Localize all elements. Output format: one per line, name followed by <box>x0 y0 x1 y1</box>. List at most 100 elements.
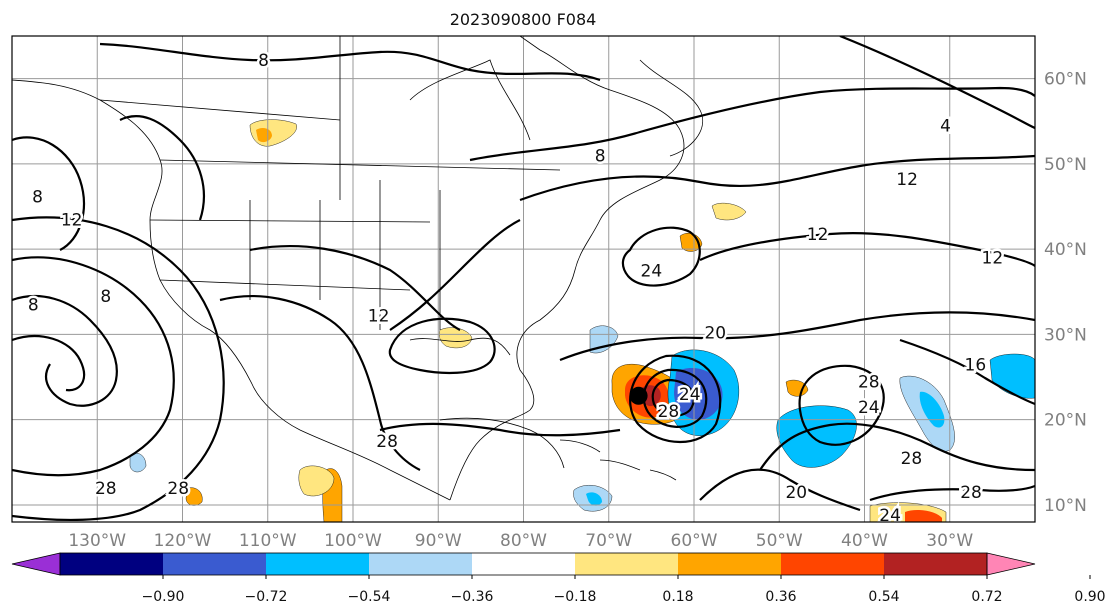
contour-label: 28 <box>95 479 117 499</box>
contour-label: 28 <box>376 432 398 452</box>
sargasso-blue-patch <box>589 325 619 354</box>
longitude-ticks: 130°W 120°W 110°W 100°W 90°W 80°W 70°W 60°W 50°W… <box>68 531 973 551</box>
lon-tick-label: 50°W <box>756 531 803 551</box>
contour-28-caribbean <box>379 422 621 437</box>
lon-tick-label: 90°W <box>415 531 462 551</box>
contour-label: 8 <box>100 287 111 307</box>
lon-tick-label: 80°W <box>500 531 547 551</box>
storm-blue-inner <box>674 368 723 420</box>
lat-tick-label: 40°N <box>1044 240 1087 260</box>
colorbar-segment <box>369 553 472 575</box>
east-blue-core <box>919 391 945 428</box>
contour-label: 12 <box>982 249 1004 269</box>
colorbar-outline <box>59 552 988 576</box>
contour-label: 28 <box>960 483 982 503</box>
bottom-yellow-patch <box>298 465 335 497</box>
colorbar-segment <box>781 553 884 575</box>
colorbar-segment <box>884 553 987 575</box>
contour-28-east-loop <box>798 364 885 446</box>
map-frame <box>11 35 1036 523</box>
storm-ring-1 <box>651 378 695 417</box>
contour-label: 24 <box>641 261 663 281</box>
colorbar-tick-label: 0.36 <box>765 589 796 605</box>
contour-label: 28 <box>167 479 189 499</box>
colorbar-tick-label: 0.90 <box>1074 589 1105 605</box>
colorbar-tick-label: −0.72 <box>245 589 288 605</box>
colorbar-segment <box>60 553 163 575</box>
contour-label: 8 <box>32 187 43 207</box>
west-yellow-south <box>185 487 203 506</box>
contour-24-east <box>759 422 1035 472</box>
lat-tick-label: 60°N <box>1044 70 1087 90</box>
contour-16 <box>899 338 1035 406</box>
colorbar-segment <box>472 553 575 575</box>
lat-tick-label: 30°N <box>1044 325 1087 345</box>
colorbar-tick-label: −0.36 <box>451 589 494 605</box>
contour-28-southeast <box>869 484 1035 502</box>
contour-west-pacific-4 <box>12 216 225 522</box>
colorbar-segment <box>163 553 266 575</box>
atlantic-yellow-patch <box>711 202 747 221</box>
storm-ring-3 <box>629 354 722 443</box>
contour-label: 8 <box>258 51 269 71</box>
contour-rockies-trough-2 <box>249 245 461 331</box>
lon-tick-label: 70°W <box>585 531 632 551</box>
contour-20-south <box>699 468 861 512</box>
geopotential-contours <box>12 36 1035 522</box>
contour-20 <box>559 311 1035 362</box>
lon-tick-label: 30°W <box>926 531 973 551</box>
colorbar-tick-label: −0.90 <box>142 589 185 605</box>
contour-label: 24 <box>679 385 701 405</box>
colorbar-segment <box>575 553 678 575</box>
map-title: 2023090800 F084 <box>450 10 597 29</box>
contour-rockies-trough-1 <box>219 294 421 471</box>
lon-tick-label: 110°W <box>239 531 297 551</box>
colorbar-extend-high <box>986 552 1036 576</box>
contour-label: 28 <box>858 372 880 392</box>
contour-west-north-1 <box>12 136 85 251</box>
lon-tick-label: 120°W <box>154 531 212 551</box>
contour-8-north-cont <box>469 86 1035 162</box>
caribbean-blue-core <box>586 492 602 506</box>
contour-west-north-2 <box>119 115 205 221</box>
east-blue-patch <box>776 405 857 468</box>
colorbar-tick-label: −0.18 <box>554 589 597 605</box>
contour-west-pacific-3 <box>12 256 175 477</box>
bottom-right-red <box>905 510 942 522</box>
storm-center-marker <box>629 386 648 405</box>
contour-label: 28 <box>901 449 923 469</box>
colorbar-tick-label: 0.54 <box>868 589 899 605</box>
contour-label: 28 <box>658 402 680 422</box>
contour-label: 12 <box>896 170 918 190</box>
colorbar-tick-label: 0.72 <box>971 589 1002 605</box>
contour-4 <box>839 36 1035 130</box>
contour-8-north <box>99 42 601 82</box>
colorbar-segment <box>266 553 369 575</box>
contour-label: 20 <box>704 324 726 344</box>
contour-label: 12 <box>368 307 390 327</box>
contour-west-pacific-2 <box>12 335 86 392</box>
colorbar-extend-low <box>11 552 61 576</box>
contour-24-loop <box>621 226 701 287</box>
lat-tick-label: 10°N <box>1044 496 1087 516</box>
contour-label: 24 <box>858 398 880 418</box>
lon-tick-label: 130°W <box>68 531 126 551</box>
storm-ring-2 <box>642 368 708 428</box>
contour-12-east-us <box>389 219 521 331</box>
contour-12-north <box>519 154 1035 202</box>
contour-label: 20 <box>785 483 807 503</box>
lon-tick-label: 100°W <box>324 531 382 551</box>
contour-label: 4 <box>940 117 951 137</box>
graticule <box>12 36 1035 522</box>
colorbar-segment <box>678 553 781 575</box>
contour-gulf-loop <box>388 317 496 375</box>
colorbar: −0.90 −0.72 −0.54 −0.36 −0.18 0.18 0.36 0.54 0.7… <box>11 552 1105 605</box>
mid-yellow-patch <box>785 379 809 397</box>
latitude-ticks: 10°N 20°N 30°N 40°N 50°N 60°N <box>1044 70 1087 516</box>
contour-label: 12 <box>807 225 829 245</box>
lon-tick-label: 60°W <box>671 531 718 551</box>
lon-tick-label: 40°W <box>841 531 888 551</box>
lat-tick-label: 50°N <box>1044 155 1087 175</box>
